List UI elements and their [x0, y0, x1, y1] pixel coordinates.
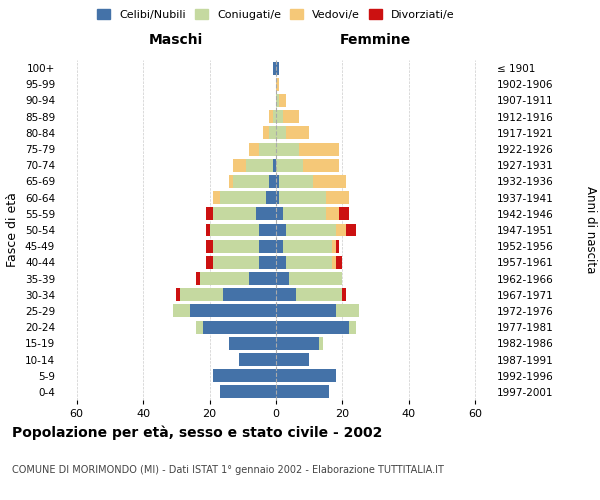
Bar: [349, 320, 356, 334]
Text: Maschi: Maschi: [149, 33, 203, 47]
Bar: [286, 126, 309, 140]
Bar: [286, 224, 336, 236]
Bar: [272, 62, 276, 74]
Bar: [276, 159, 302, 172]
Bar: [343, 288, 346, 301]
Bar: [276, 110, 283, 123]
Bar: [206, 208, 213, 220]
Bar: [336, 224, 346, 236]
Bar: [299, 142, 339, 156]
Bar: [283, 208, 326, 220]
Bar: [276, 386, 329, 398]
Bar: [259, 224, 276, 236]
Bar: [256, 208, 276, 220]
Bar: [220, 191, 266, 204]
Bar: [266, 191, 276, 204]
Bar: [269, 110, 272, 123]
Bar: [276, 208, 283, 220]
Bar: [283, 110, 299, 123]
Bar: [276, 272, 289, 285]
Bar: [259, 256, 276, 269]
Bar: [223, 288, 276, 301]
Bar: [276, 78, 280, 91]
Bar: [173, 304, 190, 318]
Bar: [213, 256, 259, 269]
Bar: [259, 142, 276, 156]
Y-axis label: Fasce di età: Fasce di età: [7, 192, 19, 268]
Bar: [339, 208, 349, 220]
Bar: [276, 240, 283, 252]
Bar: [280, 175, 313, 188]
Bar: [296, 288, 343, 301]
Bar: [276, 94, 280, 107]
Bar: [229, 175, 233, 188]
Bar: [250, 272, 276, 285]
Bar: [280, 191, 326, 204]
Bar: [276, 62, 280, 74]
Legend: Celibi/Nubili, Coniugati/e, Vedovi/e, Divorziati/e: Celibi/Nubili, Coniugati/e, Vedovi/e, Di…: [93, 4, 459, 24]
Bar: [276, 191, 280, 204]
Text: Anni di nascita: Anni di nascita: [584, 186, 597, 274]
Bar: [289, 272, 343, 285]
Bar: [229, 337, 276, 350]
Bar: [276, 175, 280, 188]
Bar: [200, 272, 250, 285]
Bar: [276, 224, 286, 236]
Bar: [332, 240, 336, 252]
Bar: [272, 159, 276, 172]
Bar: [313, 175, 346, 188]
Bar: [276, 369, 336, 382]
Bar: [269, 175, 276, 188]
Bar: [196, 320, 203, 334]
Bar: [246, 159, 272, 172]
Bar: [269, 126, 276, 140]
Bar: [209, 224, 259, 236]
Bar: [276, 320, 349, 334]
Bar: [259, 240, 276, 252]
Bar: [213, 208, 256, 220]
Bar: [190, 304, 276, 318]
Bar: [272, 110, 276, 123]
Bar: [176, 288, 179, 301]
Bar: [319, 337, 323, 350]
Bar: [213, 369, 276, 382]
Bar: [213, 240, 259, 252]
Bar: [203, 320, 276, 334]
Bar: [206, 224, 209, 236]
Bar: [276, 337, 319, 350]
Bar: [276, 126, 286, 140]
Bar: [276, 256, 286, 269]
Bar: [346, 224, 356, 236]
Bar: [326, 208, 339, 220]
Bar: [336, 240, 339, 252]
Text: Femmine: Femmine: [340, 33, 412, 47]
Bar: [233, 175, 269, 188]
Bar: [263, 126, 269, 140]
Bar: [280, 94, 286, 107]
Bar: [276, 304, 336, 318]
Text: COMUNE DI MORIMONDO (MI) - Dati ISTAT 1° gennaio 2002 - Elaborazione TUTTITALIA.: COMUNE DI MORIMONDO (MI) - Dati ISTAT 1°…: [12, 465, 444, 475]
Bar: [213, 191, 220, 204]
Bar: [239, 353, 276, 366]
Bar: [206, 256, 213, 269]
Bar: [326, 191, 349, 204]
Bar: [302, 159, 339, 172]
Bar: [276, 288, 296, 301]
Bar: [283, 240, 332, 252]
Bar: [332, 256, 336, 269]
Bar: [196, 272, 200, 285]
Bar: [276, 353, 309, 366]
Bar: [250, 142, 259, 156]
Bar: [336, 256, 343, 269]
Bar: [336, 304, 359, 318]
Bar: [206, 240, 213, 252]
Bar: [179, 288, 223, 301]
Bar: [220, 386, 276, 398]
Bar: [233, 159, 246, 172]
Bar: [286, 256, 332, 269]
Text: Popolazione per età, sesso e stato civile - 2002: Popolazione per età, sesso e stato civil…: [12, 425, 382, 440]
Bar: [276, 142, 299, 156]
